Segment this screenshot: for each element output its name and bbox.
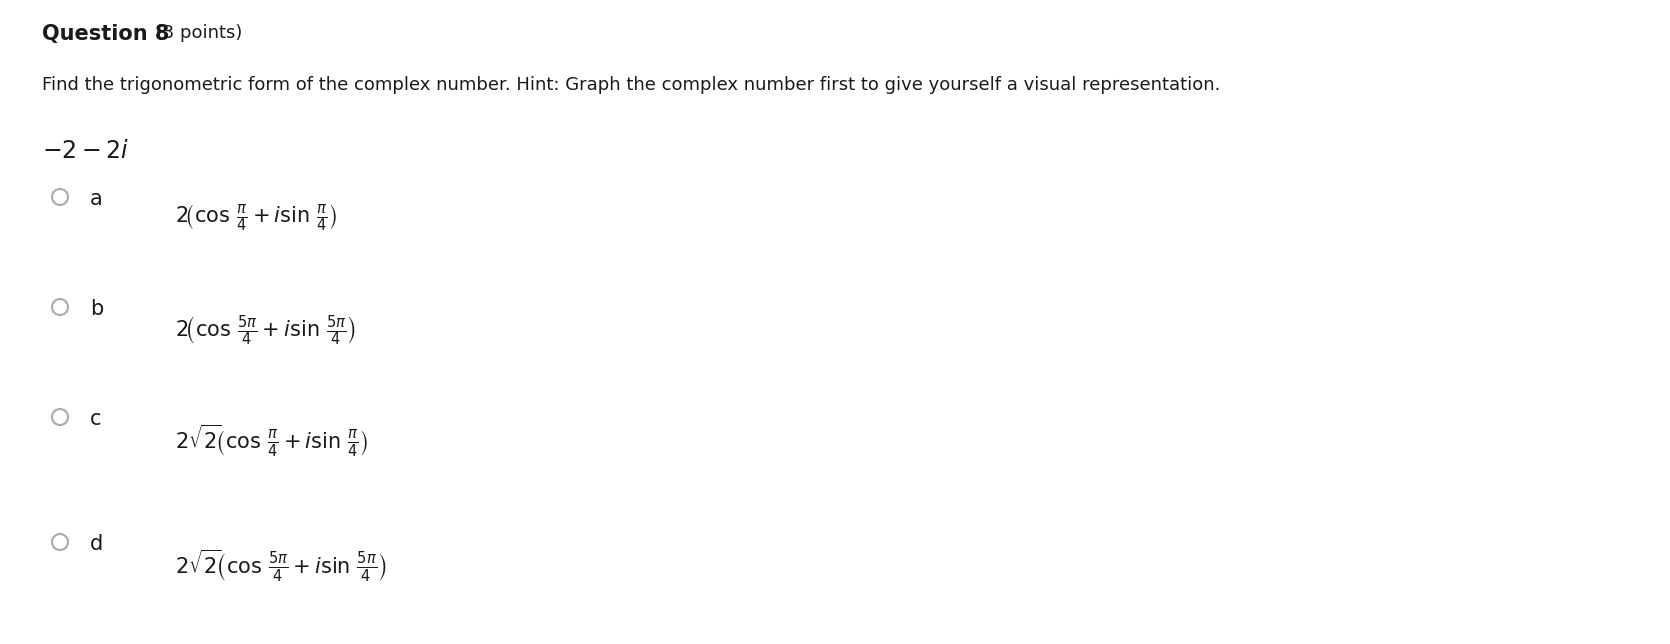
Circle shape [52,299,68,315]
Text: $2\sqrt{2}\!\left(\cos\,\frac{5\pi}{4} + i\sin\,\frac{5\pi}{4}\right)$: $2\sqrt{2}\!\left(\cos\,\frac{5\pi}{4} +… [175,548,387,584]
Text: c: c [90,409,102,429]
Text: b: b [90,299,104,319]
Text: $2\sqrt{2}\!\left(\cos\,\frac{\pi}{4} + i\sin\,\frac{\pi}{4}\right)$: $2\sqrt{2}\!\left(\cos\,\frac{\pi}{4} + … [175,423,367,459]
Text: Question 8: Question 8 [42,24,169,44]
Text: d: d [90,534,104,554]
Circle shape [52,409,68,425]
Text: $2\!\left(\cos\,\frac{\pi}{4} + i\sin\,\frac{\pi}{4}\right)$: $2\!\left(\cos\,\frac{\pi}{4} + i\sin\,\… [175,203,337,234]
Circle shape [52,534,68,550]
Text: a: a [90,189,104,209]
Text: Find the trigonometric form of the complex number. Hint: Graph the complex numbe: Find the trigonometric form of the compl… [42,76,1221,94]
Text: $2\!\left(\cos\,\frac{5\pi}{4} + i\sin\,\frac{5\pi}{4}\right)$: $2\!\left(\cos\,\frac{5\pi}{4} + i\sin\,… [175,313,356,348]
Circle shape [52,189,68,205]
Text: (3 points): (3 points) [150,24,242,42]
Text: $-2-2i$: $-2-2i$ [42,139,129,163]
